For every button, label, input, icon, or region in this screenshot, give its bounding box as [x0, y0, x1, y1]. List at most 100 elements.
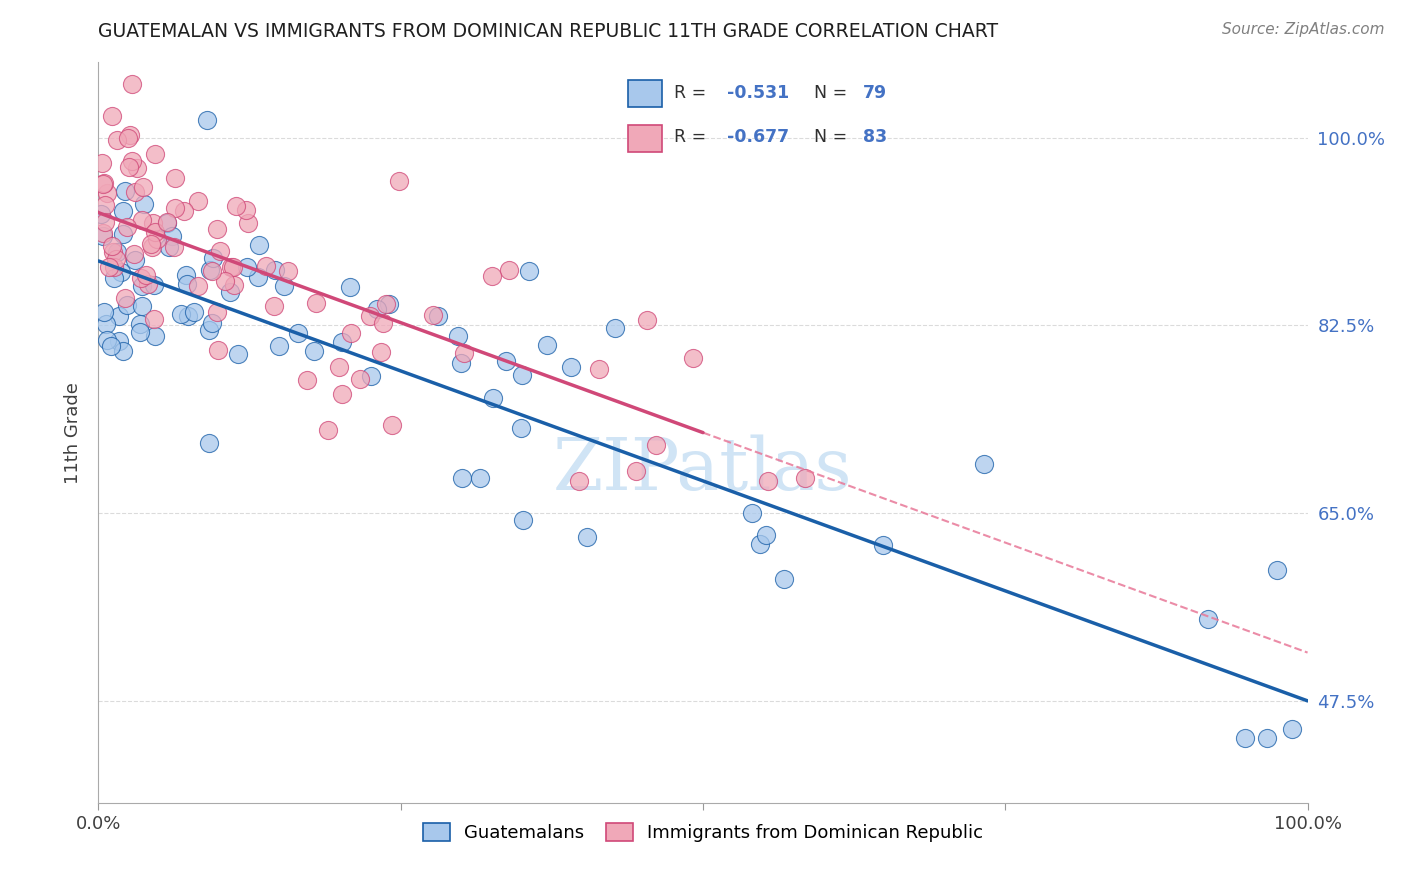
Point	[682, 351, 704, 365]
Point	[96, 333, 118, 347]
Point	[536, 338, 558, 352]
Point	[91, 228, 114, 243]
Point	[183, 305, 205, 319]
Point	[105, 252, 128, 266]
Point	[93, 176, 115, 190]
Point	[117, 298, 139, 312]
Point	[197, 436, 219, 450]
Point	[225, 199, 247, 213]
Point	[108, 309, 131, 323]
Text: 83: 83	[863, 128, 887, 146]
Point	[304, 343, 326, 358]
Point	[187, 194, 209, 209]
Point	[1256, 731, 1278, 746]
Point	[105, 133, 128, 147]
Point	[131, 180, 153, 194]
Point	[517, 264, 540, 278]
Text: -0.531: -0.531	[727, 84, 789, 102]
Point	[187, 279, 209, 293]
Point	[112, 227, 135, 241]
Point	[177, 309, 200, 323]
Point	[205, 305, 228, 319]
Point	[131, 299, 153, 313]
Text: GUATEMALAN VS IMMIGRANTS FROM DOMINICAN REPUBLIC 11TH GRADE CORRELATION CHART: GUATEMALAN VS IMMIGRANTS FROM DOMINICAN …	[98, 22, 998, 41]
Point	[381, 418, 404, 433]
Point	[124, 253, 146, 268]
Point	[603, 321, 626, 335]
Point	[129, 318, 152, 332]
Point	[108, 334, 131, 348]
Point	[143, 147, 166, 161]
Point	[512, 513, 534, 527]
Point	[98, 260, 121, 274]
Text: 79: 79	[863, 84, 887, 102]
Point	[773, 572, 796, 586]
Point	[645, 437, 668, 451]
Point	[163, 201, 186, 215]
Point	[756, 474, 779, 488]
Point	[377, 297, 399, 311]
Point	[359, 309, 381, 323]
Point	[453, 345, 475, 359]
Point	[94, 317, 117, 331]
FancyBboxPatch shape	[628, 80, 662, 107]
Point	[170, 307, 193, 321]
Point	[794, 471, 817, 485]
Point	[125, 161, 148, 176]
Point	[1234, 731, 1257, 746]
Point	[287, 326, 309, 340]
Point	[495, 353, 517, 368]
Point	[238, 216, 260, 230]
Point	[105, 244, 128, 259]
Point	[111, 343, 134, 358]
Point	[249, 237, 271, 252]
Point	[568, 474, 591, 488]
Point	[200, 317, 222, 331]
Point	[277, 264, 299, 278]
Text: R =: R =	[675, 84, 711, 102]
Point	[626, 464, 648, 478]
Point	[339, 326, 361, 341]
Point	[447, 328, 470, 343]
Point	[129, 270, 152, 285]
Point	[1197, 611, 1219, 625]
Point	[141, 236, 163, 251]
Point	[339, 279, 361, 293]
Point	[142, 278, 165, 293]
Point	[142, 312, 165, 326]
Point	[101, 245, 124, 260]
Text: N =: N =	[814, 128, 852, 146]
Point	[103, 271, 125, 285]
Point	[143, 328, 166, 343]
Legend: Guatemalans, Immigrants from Dominican Republic: Guatemalans, Immigrants from Dominican R…	[415, 815, 991, 849]
Point	[264, 262, 287, 277]
Point	[131, 212, 153, 227]
Point	[131, 279, 153, 293]
Point	[328, 359, 350, 374]
Point	[267, 339, 290, 353]
Point	[218, 285, 240, 299]
Point	[222, 278, 245, 293]
Point	[349, 372, 371, 386]
Point	[118, 160, 141, 174]
Point	[101, 239, 124, 253]
Point	[101, 109, 124, 123]
Point	[305, 296, 328, 310]
Point	[173, 203, 195, 218]
Point	[111, 203, 134, 218]
Point	[741, 506, 763, 520]
Text: ZIPatlas: ZIPatlas	[553, 434, 853, 505]
Point	[588, 362, 610, 376]
FancyBboxPatch shape	[628, 125, 662, 152]
Point	[371, 316, 394, 330]
Point	[246, 270, 269, 285]
Point	[509, 421, 531, 435]
Point	[90, 207, 112, 221]
Point	[273, 279, 295, 293]
Point	[973, 458, 995, 472]
Point	[174, 268, 197, 282]
Point	[755, 528, 778, 542]
Point	[872, 539, 894, 553]
Point	[103, 260, 125, 274]
Point	[198, 263, 221, 277]
